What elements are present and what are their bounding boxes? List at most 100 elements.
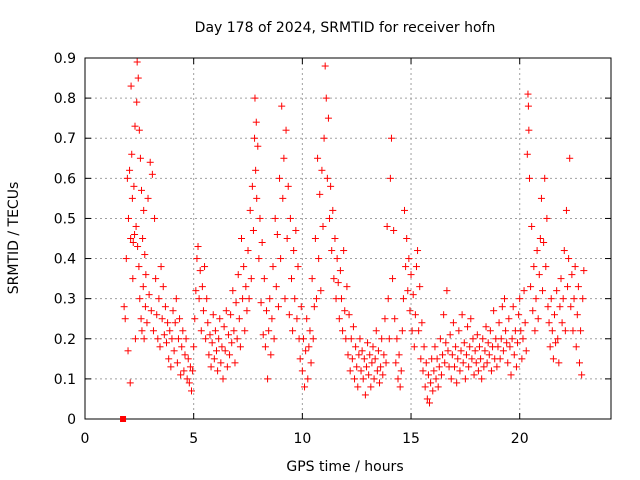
data-point [269,263,277,271]
data-point [171,319,179,327]
data-point [490,307,498,315]
data-point [333,255,341,263]
data-point [274,303,282,311]
data-point [273,230,281,238]
data-point [527,283,535,291]
data-point [210,355,218,363]
data-point [533,247,541,255]
data-point [370,375,378,383]
data-point [135,126,143,134]
data-point [176,315,184,323]
data-point [435,363,443,371]
data-point [518,355,526,363]
data-point [430,367,438,375]
data-point [209,311,217,319]
data-point [142,271,150,279]
data-point [293,315,301,323]
data-point [464,323,472,331]
data-point [149,327,157,335]
data-point [230,327,238,335]
data-point [392,359,400,367]
data-point [560,247,568,255]
data-point [419,367,427,375]
data-point [461,375,469,383]
data-point [495,319,503,327]
data-point [123,174,131,182]
data-point [127,82,135,90]
data-point [337,295,345,303]
data-point [524,102,532,110]
data-point [302,347,310,355]
data-point [502,327,510,335]
data-point [329,206,337,214]
data-point [189,367,197,375]
data-point [416,283,424,291]
data-point [193,255,201,263]
data-point [507,371,515,379]
data-point [462,351,470,359]
data-point [352,343,360,351]
data-point [161,303,169,311]
data-point [219,375,227,383]
data-point [141,303,149,311]
data-point [228,339,236,347]
data-point [144,194,152,202]
data-point [466,343,474,351]
data-point [298,367,306,375]
data-point [394,375,402,383]
data-point [347,335,355,343]
data-point [396,383,404,391]
data-point [299,335,307,343]
data-point [391,315,399,323]
data-point [253,194,261,202]
data-point [534,315,542,323]
data-point [317,287,325,295]
data-point [251,134,259,142]
data-point [213,347,220,355]
data-point [474,367,482,375]
data-point [579,295,587,303]
data-point [544,303,552,311]
data-point [139,235,147,242]
data-point [346,367,354,375]
data-point [315,255,323,263]
data-points [120,58,588,422]
data-point [133,98,141,106]
data-point [262,307,270,315]
data-point [341,307,349,315]
data-point [355,351,363,359]
data-point [494,343,502,351]
data-point [327,182,335,190]
data-point [371,355,379,363]
data-point [278,102,286,110]
data-point [222,307,230,315]
data-point [362,363,370,371]
data-point [446,331,454,339]
data-point [525,126,533,134]
data-point [167,363,175,371]
data-point [309,335,317,343]
data-point [429,387,437,395]
data-point [496,355,504,363]
data-point [224,331,232,339]
data-point [573,311,581,319]
data-point [257,299,265,307]
data-point [512,363,520,371]
data-point [235,315,243,323]
data-point [310,303,318,311]
data-point [357,367,365,375]
data-point [366,351,374,359]
data-point [215,335,223,343]
x-tick-label: 5 [189,431,198,447]
data-point [322,94,330,102]
data-point [301,383,309,391]
data-point [554,335,562,343]
data-point [411,311,419,319]
data-point [324,114,332,122]
data-point [151,214,159,222]
data-point [505,315,513,323]
data-point [541,174,549,182]
data-point [367,383,375,391]
data-point [465,363,473,371]
data-point [268,315,276,323]
